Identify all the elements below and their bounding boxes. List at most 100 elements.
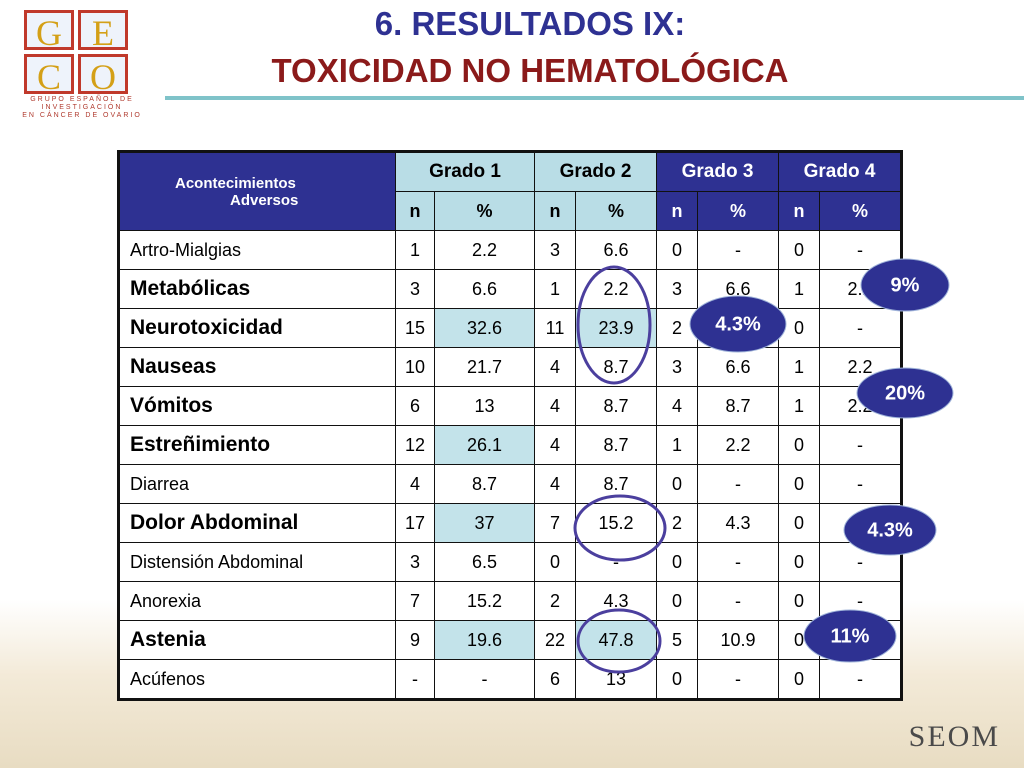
logo-letter: C [24,54,74,97]
cell: 11 [534,308,576,348]
row-label: Vómitos [118,386,396,426]
callout-bubble [860,258,950,312]
cell: - [575,542,657,582]
logo-letter: E [78,10,128,53]
cell: - [819,308,902,348]
group-header: Grado 2 [534,151,657,192]
data-row: Diarrea 4 8.7 4 8.7 0-0- [118,464,902,504]
subtitle: TOXICIDAD NO HEMATOLÓGICA [271,52,789,89]
data-row: Vómitos 6 13 4 8.7 4 8.7 1 2.2 [118,386,902,426]
group-header: Grado 4 [778,151,902,192]
corner-line: Adversos [230,191,299,209]
subheader: n [395,191,435,231]
cell: - [697,581,779,621]
row-label: Dolor Abdominal [118,503,396,543]
cell: 4.3 [575,581,657,621]
cell: 0 [534,542,576,582]
logo-letter: G [24,10,74,53]
cell: 23.9 [575,308,657,348]
cell: 32.6 [434,308,535,348]
data-row: Artro-Mialgias 1 2.2 3 6.6 0-0- [118,230,902,270]
cell: 7 [534,503,576,543]
row-label: Distensión Abdominal [118,542,396,582]
cell: 3 [656,347,698,387]
callout-bubble [803,609,897,663]
cell: 15.2 [434,581,535,621]
header-row: Acontecimientos Adversos Grado 1 Grado 2 Gra… [118,151,902,231]
subheader: n [534,191,576,231]
cell: 4 [534,386,576,426]
cell: 0 [656,659,698,700]
row-label: Artro-Mialgias [118,230,396,270]
cell: 2.2 [575,269,657,309]
cell: 13 [434,386,535,426]
cell: 26.1 [434,425,535,465]
callout-bubble [856,367,954,419]
cell: 0 [778,425,820,465]
callout-text: 9% [891,274,920,296]
cell: 4 [534,464,576,504]
subheader: n [778,191,820,231]
cell: 0 [778,542,820,582]
cell: 2.2 [819,347,902,387]
subheader-row: n% n% n% n% [119,191,902,231]
cell: 7 [395,581,435,621]
cell: 4.3 [697,503,779,543]
cell: 0 [778,464,820,504]
cell: 4 [534,425,576,465]
cell: 17 [395,503,435,543]
cell: 21.7 [434,347,535,387]
row-label: Nauseas [118,347,396,387]
data-row: Estreñimiento 12 26.1 4 8.7 1 2.2 0- [118,425,902,465]
callout-bubble [843,504,937,556]
cell: 10 [395,347,435,387]
cell: 1 [534,269,576,309]
callout-text: 4.3% [867,519,913,541]
divider [165,96,1024,100]
row-label: Neurotoxicidad [118,308,396,348]
cell: 3 [656,269,698,309]
logo-letter: O [78,54,128,97]
cell: 37 [434,503,535,543]
callout-text: 4.3% [715,313,761,335]
highlight-ring [573,494,667,562]
data-row: Acúfenos - -6 13 0-0- [118,659,902,700]
cell: - [697,659,779,700]
group-header: Grado 3 [656,151,779,192]
row-label: Metabólicas [118,269,396,309]
cell: 4 [534,347,576,387]
subheader: % [434,191,535,231]
cell: - [819,659,902,700]
corner-line: Acontecimientos [175,174,296,192]
cell: 6 [534,659,576,700]
cell: 6.6 [434,269,535,309]
cell: 10.9 [697,620,779,660]
highlight-ring [576,265,652,385]
subheader: % [575,191,657,231]
cell: - [697,542,779,582]
cell: 2.2 [434,230,535,270]
row-label: Diarrea [118,464,396,504]
logo-text: EN CÁNCER DE OVARIO [22,112,142,119]
cell: 5 [656,620,698,660]
cell: 4 [395,464,435,504]
cell: 15.2 [575,503,657,543]
cell: 15 [395,308,435,348]
cell: 1 [395,230,435,270]
cell: 3 [395,269,435,309]
cell: 6.6 [697,347,779,387]
subheader: % [697,191,779,231]
data-row: Anorexia 7 15.2 2 4.3 0-0- [118,581,902,621]
row-label: Astenia [118,620,396,660]
cell: 6.5 [434,542,535,582]
callout-bubble [689,295,787,353]
cell: 4 [656,386,698,426]
cell: 0 [656,230,698,270]
cell: 6 [395,386,435,426]
logo-text: INVESTIGACIÓN [41,104,123,111]
cell: - [697,230,779,270]
cell: - [395,659,435,700]
